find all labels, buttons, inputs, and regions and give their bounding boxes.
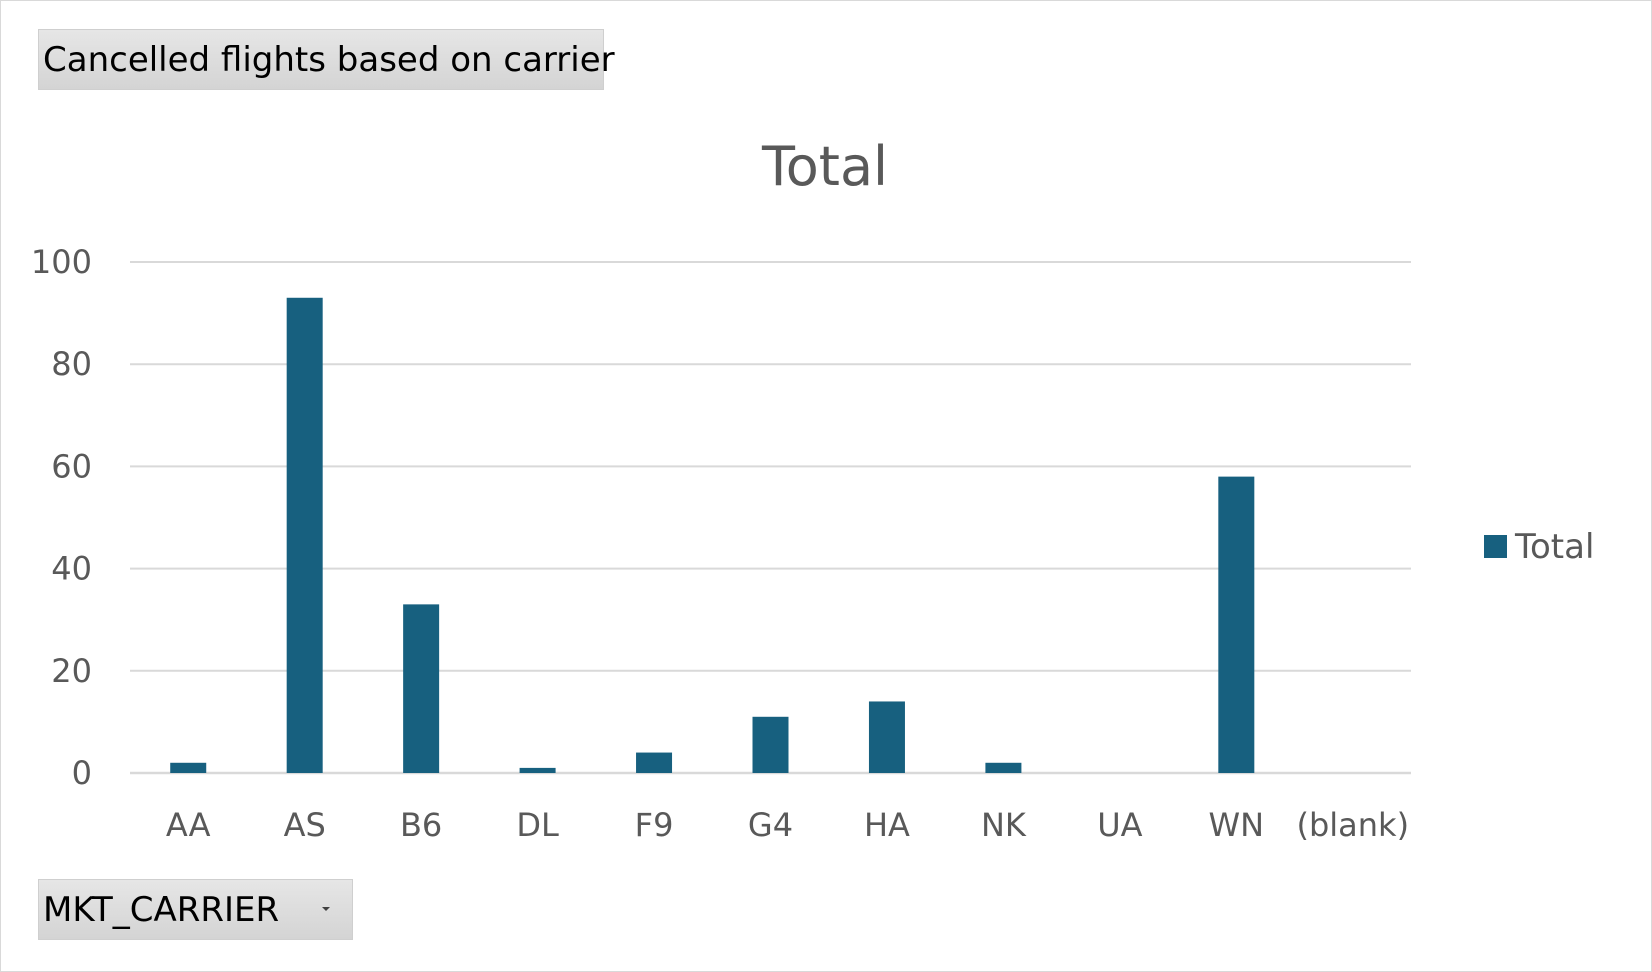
y-tick-label: 20: [51, 652, 92, 690]
x-tick-label: AA: [166, 806, 211, 844]
gridlines: [130, 261, 1411, 775]
x-axis: AA AS B6 DL F9 G4 HA NK UA WN (blank): [166, 806, 1409, 844]
x-tick-label: (blank): [1296, 806, 1409, 844]
x-tick-label: WN: [1209, 806, 1265, 844]
bar-HA[interactable]: [868, 701, 905, 773]
y-tick-label: 100: [31, 243, 92, 281]
y-tick-label: 80: [51, 345, 92, 383]
pivot-value-field-label: Cancelled flights based on carrier: [43, 39, 615, 80]
chart-title: Total: [761, 135, 888, 198]
x-tick-label: F9: [635, 806, 674, 844]
legend[interactable]: Total: [1484, 527, 1594, 567]
y-tick-label: 0: [72, 754, 92, 792]
bar-AA[interactable]: [170, 762, 207, 773]
pivot-value-field-button[interactable]: Cancelled flights based on carrier: [38, 29, 615, 90]
pivot-axis-field-button[interactable]: MKT_CARRIER: [38, 879, 353, 940]
x-tick-label: DL: [516, 806, 559, 844]
bar-F9[interactable]: [636, 752, 673, 773]
plot-bars: [170, 297, 1255, 773]
legend-label: Total: [1514, 527, 1594, 567]
pivot-axis-field-label: MKT_CARRIER: [43, 889, 280, 930]
x-tick-label: UA: [1097, 806, 1142, 844]
x-tick-label: NK: [981, 806, 1027, 844]
y-tick-label: 40: [51, 550, 92, 588]
bar-AS[interactable]: [286, 297, 323, 773]
y-tick-label: 60: [51, 447, 92, 485]
x-tick-label: HA: [864, 806, 910, 844]
bar-DL[interactable]: [519, 767, 556, 773]
bar-G4[interactable]: [752, 716, 789, 773]
x-tick-label: AS: [284, 806, 326, 844]
bar-WN[interactable]: [1218, 476, 1255, 773]
chevron-down-icon[interactable]: [322, 907, 330, 911]
legend-swatch: [1484, 535, 1507, 558]
bar-NK[interactable]: [985, 762, 1022, 773]
y-axis: 0 20 40 60 80 100: [31, 243, 92, 792]
x-tick-label: G4: [748, 806, 793, 844]
bar-B6[interactable]: [403, 604, 440, 773]
x-tick-label: B6: [400, 806, 442, 844]
